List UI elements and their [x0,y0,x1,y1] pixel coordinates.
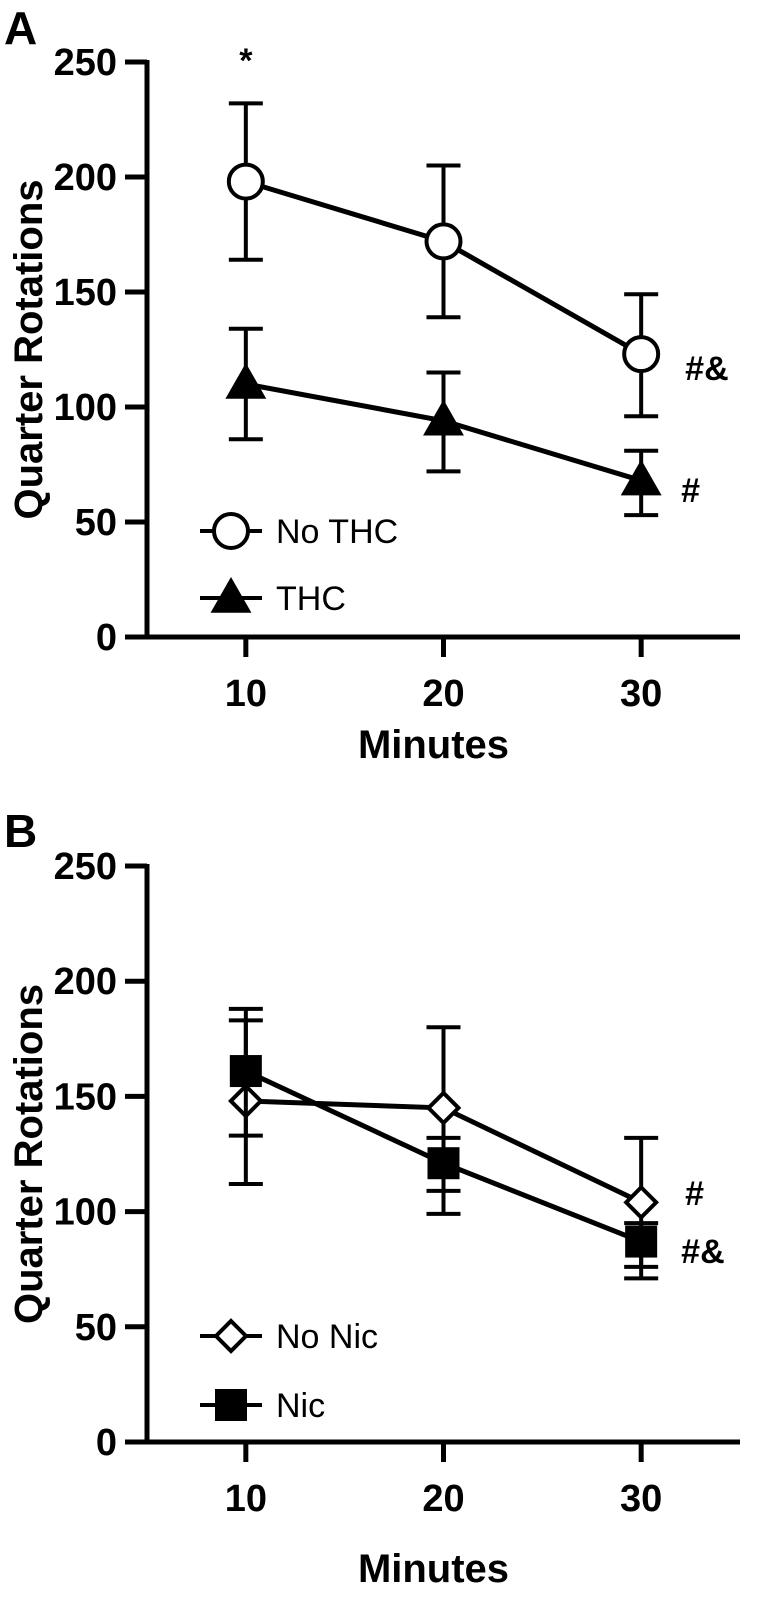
legend-label: No Nic [276,1318,378,1356]
x-axis-title: Minutes [358,1547,509,1591]
data-point [427,1147,460,1180]
series-nic [228,1006,659,1281]
y-tick-label: 150 [54,1076,117,1118]
data-point [226,162,265,201]
y-tick-label: 100 [54,1192,117,1234]
data-point [423,399,464,436]
panel-b-letter: B [4,805,37,857]
data-point [625,1225,658,1258]
data-point [623,1184,659,1221]
y-tick-label: 50 [75,1307,117,1349]
series-thc [225,326,662,518]
y-tick-label: 0 [96,617,117,659]
legend-marker [213,1318,249,1354]
y-tick-label: 50 [75,502,117,544]
y-tick-label: 200 [54,157,117,199]
significance-annotation: # [681,472,700,510]
legend-label: THC [276,580,346,618]
data-point [425,1090,462,1126]
x-tick-label: 30 [620,673,662,715]
x-tick-label: 20 [422,1478,464,1520]
y-tick-label: 100 [54,387,117,429]
y-tick-label: 0 [96,1422,117,1464]
x-tick-label: 30 [620,1478,662,1520]
data-point [229,1055,262,1088]
legend-marker [212,512,250,550]
y-tick-label: 200 [54,961,117,1003]
y-tick-label: 150 [54,272,117,314]
y-axis-title: Quarter Rotations [7,179,51,519]
y-tick-label: 250 [54,846,117,888]
x-tick-label: 20 [422,673,464,715]
panel-a-letter: A [4,2,37,54]
legend-marker [215,1389,247,1421]
data-point [424,222,463,261]
significance-annotation: * [239,42,253,80]
legend-label: Nic [276,1387,325,1425]
data-point [225,362,267,399]
legend-marker [210,576,252,613]
legend-label: No THC [276,513,398,551]
x-tick-label: 10 [225,673,267,715]
data-point [620,459,662,496]
series-no-thc [226,101,661,419]
significance-annotation: #& [681,1233,724,1271]
data-point [622,335,661,374]
x-axis-title: Minutes [358,723,509,767]
significance-annotation: #& [685,350,728,388]
y-tick-label: 250 [54,42,117,84]
significance-annotation: # [685,1175,704,1213]
x-tick-label: 10 [225,1478,267,1520]
y-axis-title: Quarter Rotations [7,984,51,1324]
